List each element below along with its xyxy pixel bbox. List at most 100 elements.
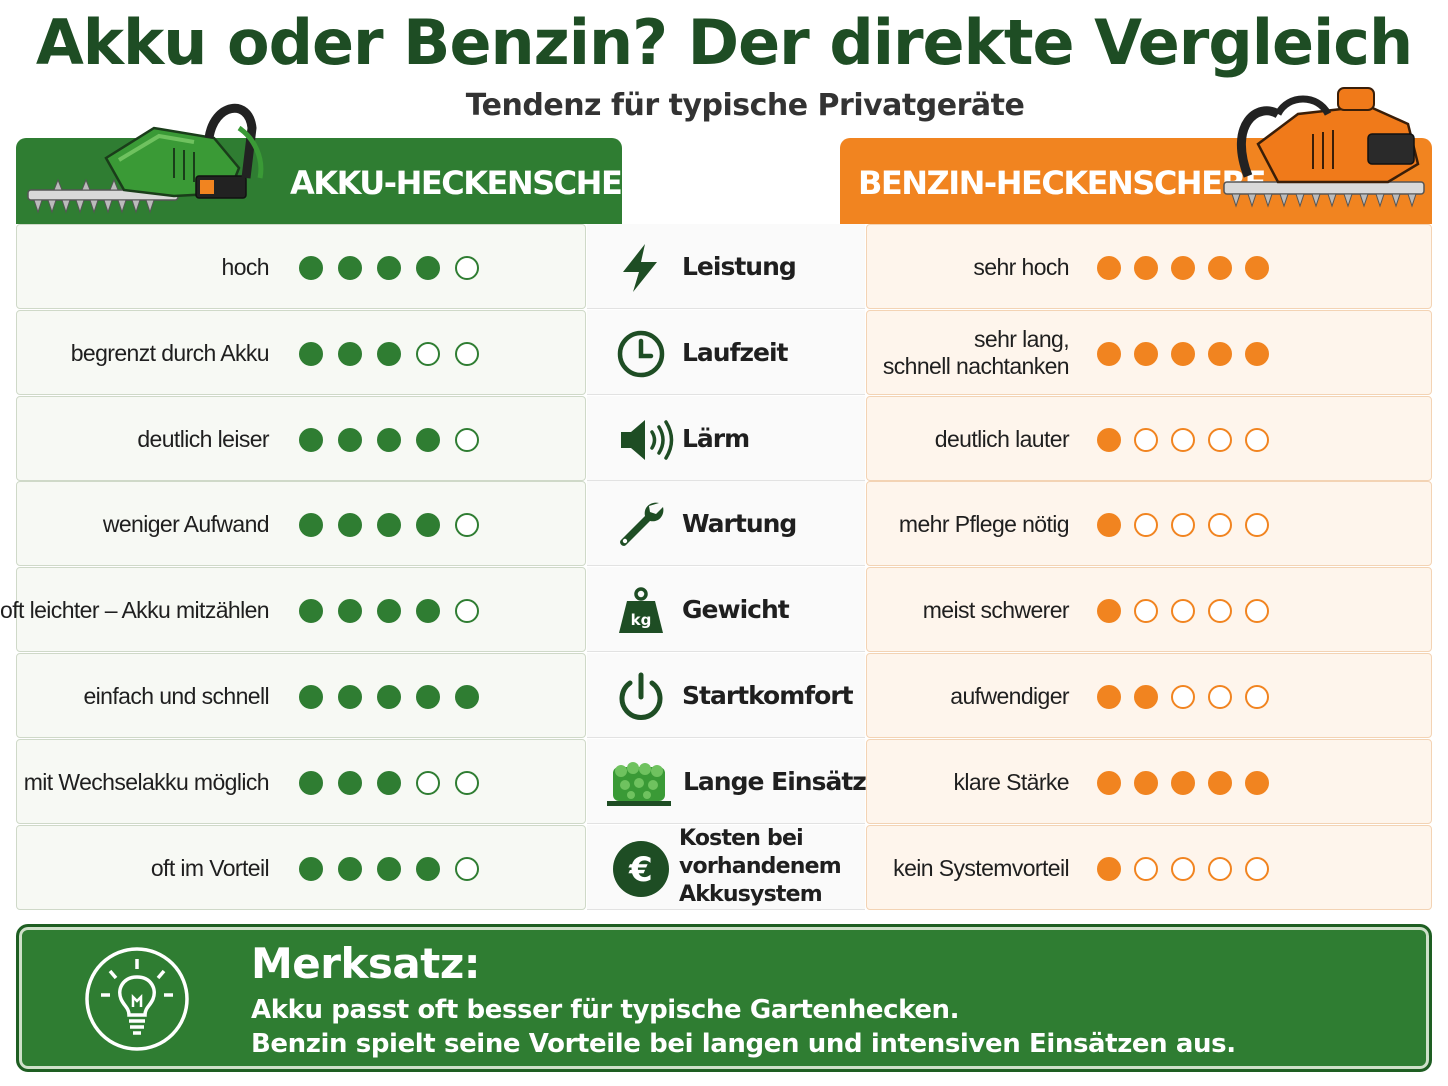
comparison-row: hoch Leistung sehr hoch bbox=[16, 224, 1432, 309]
akku-assessment: mit Wechselakku möglich bbox=[23, 768, 270, 795]
akku-cell: einfach und schnell bbox=[16, 653, 586, 738]
lightbulb-icon bbox=[85, 947, 189, 1051]
rating-dot-filled bbox=[1097, 513, 1121, 538]
rating-dot-empty bbox=[1171, 427, 1195, 452]
criterion-label: Wartung bbox=[682, 509, 797, 539]
rating-dot-empty bbox=[455, 856, 479, 881]
rating-dot-filled bbox=[1097, 341, 1121, 366]
rating-dot-filled bbox=[1171, 256, 1195, 280]
rating-dot-filled bbox=[416, 856, 440, 881]
comparison-row: deutlich leiser Lärm deutlich lauter bbox=[16, 395, 1432, 481]
rating-dot-filled bbox=[377, 513, 401, 538]
benzin-header: BENZIN-HECKENSCHERE bbox=[840, 138, 1432, 224]
benzin-rating bbox=[1097, 685, 1282, 711]
rating-dot-filled bbox=[1245, 256, 1269, 280]
benzin-cell: deutlich lauter bbox=[866, 395, 1432, 481]
rating-dot-filled bbox=[377, 256, 401, 280]
merksatz-line-2: Benzin spielt seine Vorteile bei langen … bbox=[251, 1029, 1236, 1059]
akku-assessment: deutlich leiser bbox=[137, 425, 269, 452]
criterion-cell: Leistung bbox=[587, 224, 865, 309]
rating-dot-empty bbox=[455, 770, 479, 795]
rating-dot-empty bbox=[416, 341, 440, 366]
rating-dot-filled bbox=[299, 341, 323, 366]
speaker-icon bbox=[617, 414, 674, 466]
rating-dot-filled bbox=[416, 513, 440, 538]
benzin-rating bbox=[1097, 513, 1282, 539]
criterion-cell: kg Gewicht bbox=[587, 567, 865, 653]
rating-dot-empty bbox=[416, 770, 440, 795]
benzin-cell: kein Systemvorteil bbox=[866, 824, 1432, 910]
rating-dot-filled bbox=[1245, 341, 1269, 366]
akku-rating bbox=[299, 513, 494, 539]
rating-dot-filled bbox=[1097, 856, 1121, 881]
page-title: Akku oder Benzin? Der direkte Vergleich bbox=[35, 6, 1413, 79]
rating-dot-filled bbox=[299, 427, 323, 452]
akku-cell: hoch bbox=[16, 224, 586, 309]
page-subtitle: Tendenz für typische Privatgeräte bbox=[465, 88, 1025, 123]
rating-dot-filled bbox=[338, 341, 362, 366]
weight-kg-icon: kg bbox=[615, 585, 667, 637]
lightning-icon bbox=[615, 242, 667, 294]
akku-assessment: begrenzt durch Akku bbox=[70, 339, 270, 366]
akku-rating bbox=[299, 341, 494, 368]
rating-dot-filled bbox=[1171, 341, 1195, 366]
akku-cell: mit Wechselakku möglich bbox=[16, 738, 586, 824]
criterion-label: Lange Einsätze bbox=[683, 766, 883, 796]
rating-dot-empty bbox=[1171, 856, 1195, 881]
rating-dot-filled bbox=[1208, 256, 1232, 280]
rating-dot-filled bbox=[338, 427, 362, 452]
rating-dot-empty bbox=[455, 599, 479, 624]
rating-dot-filled bbox=[299, 513, 323, 538]
criterion-label: Leistung bbox=[682, 252, 797, 281]
criterion-cell: Laufzeit bbox=[587, 309, 865, 395]
rating-dot-empty bbox=[455, 341, 479, 366]
akku-rating bbox=[299, 770, 494, 797]
cordless-hedge-trimmer-icon bbox=[27, 103, 264, 214]
akku-cell: deutlich leiser bbox=[16, 395, 586, 481]
benzin-assessment: aufwendiger bbox=[950, 683, 1069, 709]
akku-rating bbox=[299, 427, 494, 454]
benzin-rating bbox=[1097, 599, 1282, 625]
benzin-rating bbox=[1097, 341, 1282, 368]
rating-dot-filled bbox=[377, 685, 401, 709]
benzin-cell: sehr lang, schnell nachtanken bbox=[866, 309, 1432, 395]
criterion-label: Startkomfort bbox=[682, 681, 854, 710]
rating-dot-filled bbox=[338, 856, 362, 881]
merksatz-title: Merksatz: bbox=[251, 939, 481, 988]
rating-dot-filled bbox=[299, 770, 323, 795]
akku-cell: begrenzt durch Akku bbox=[16, 309, 586, 395]
rating-dot-filled bbox=[299, 685, 323, 709]
criterion-cell: Lärm bbox=[587, 395, 865, 481]
benzin-assessment: mehr Pflege nötig bbox=[898, 511, 1070, 538]
rating-dot-filled bbox=[416, 685, 440, 709]
comparison-row: oft leichter – Akku mitzählen kg Gewicht me… bbox=[0, 567, 1432, 653]
rating-dot-empty bbox=[1245, 685, 1269, 709]
akku-rating bbox=[299, 685, 494, 711]
rating-dot-empty bbox=[1245, 513, 1269, 538]
benzin-rating bbox=[1097, 256, 1282, 282]
criterion-label: Lärm bbox=[682, 423, 750, 453]
rating-dot-filled bbox=[1134, 685, 1158, 709]
rating-dot-empty bbox=[1134, 856, 1158, 881]
rating-dot-empty bbox=[1134, 513, 1158, 538]
benzin-cell: aufwendiger bbox=[866, 653, 1432, 738]
rating-dot-empty bbox=[1208, 427, 1232, 452]
rating-dot-filled bbox=[338, 770, 362, 795]
comparison-row: weniger Aufwand Wartung mehr Pflege nötig bbox=[16, 481, 1432, 567]
rating-dot-filled bbox=[1171, 770, 1195, 795]
akku-assessment: oft leichter – Akku mitzählen bbox=[0, 597, 270, 624]
akku-assessment: hoch bbox=[221, 254, 270, 280]
rating-dot-filled bbox=[1245, 770, 1269, 795]
euro-text: € bbox=[628, 850, 653, 890]
akku-rating bbox=[299, 856, 494, 883]
criterion-cell: Lange Einsätze bbox=[587, 738, 883, 824]
akku-assessment: weniger Aufwand bbox=[102, 511, 270, 538]
merksatz-box: Merksatz: Akku passt oft besser für typi… bbox=[16, 924, 1432, 1072]
criterion-cell: Wartung bbox=[587, 481, 865, 567]
benzin-cell: meist schwerer bbox=[866, 567, 1432, 653]
power-icon bbox=[615, 671, 667, 723]
comparison-table: hoch Leistung sehr hoch begrenzt durch Akku… bbox=[0, 224, 1432, 910]
rating-dot-filled bbox=[1097, 256, 1121, 280]
benzin-cell: klare Stärke bbox=[866, 738, 1432, 824]
rating-dot-filled bbox=[1134, 770, 1158, 795]
